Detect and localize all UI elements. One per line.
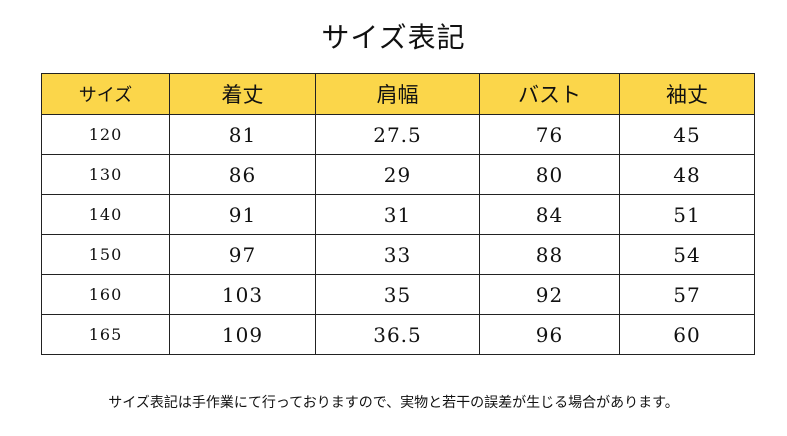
size-cell: 140 [41, 194, 170, 235]
table-row: 140 91 31 84 51 [41, 194, 755, 235]
bust-cell: 80 [479, 154, 620, 195]
column-header-length: 着丈 [169, 73, 316, 115]
size-cell: 150 [41, 234, 170, 275]
page-title: サイズ表記 [321, 21, 466, 54]
length-cell: 109 [169, 314, 316, 355]
bust-cell: 88 [479, 234, 620, 275]
size-chart-table: サイズ 着丈 肩幅 バスト 袖丈 120 81 27.5 76 45 130 8… [41, 73, 755, 355]
size-cell: 165 [41, 314, 170, 355]
shoulder-cell: 35 [315, 274, 480, 315]
disclaimer-note: サイズ表記は手作業にて行っておりますので、実物と若干の誤差が生じる場合があります… [108, 395, 679, 411]
sleeve-cell: 60 [619, 314, 755, 355]
table-row: 150 97 33 88 54 [41, 234, 755, 275]
table-row: 120 81 27.5 76 45 [41, 114, 755, 155]
table-row: 165 109 36.5 96 60 [41, 314, 755, 355]
bust-cell: 92 [479, 274, 620, 315]
length-cell: 86 [169, 154, 316, 195]
shoulder-cell: 36.5 [315, 314, 480, 355]
shoulder-cell: 27.5 [315, 114, 480, 155]
shoulder-cell: 29 [315, 154, 480, 195]
sleeve-cell: 57 [619, 274, 755, 315]
shoulder-cell: 31 [315, 194, 480, 235]
table-row: 130 86 29 80 48 [41, 154, 755, 195]
column-header-bust: バスト [479, 73, 620, 115]
bust-cell: 84 [479, 194, 620, 235]
size-cell: 160 [41, 274, 170, 315]
bust-cell: 76 [479, 114, 620, 155]
length-cell: 103 [169, 274, 316, 315]
length-cell: 97 [169, 234, 316, 275]
sleeve-cell: 48 [619, 154, 755, 195]
sleeve-cell: 54 [619, 234, 755, 275]
table-header-row: サイズ 着丈 肩幅 バスト 袖丈 [41, 73, 755, 115]
size-cell: 130 [41, 154, 170, 195]
length-cell: 81 [169, 114, 316, 155]
size-cell: 120 [41, 114, 170, 155]
bust-cell: 96 [479, 314, 620, 355]
sleeve-cell: 45 [619, 114, 755, 155]
length-cell: 91 [169, 194, 316, 235]
table-row: 160 103 35 92 57 [41, 274, 755, 315]
shoulder-cell: 33 [315, 234, 480, 275]
column-header-sleeve: 袖丈 [619, 73, 755, 115]
column-header-size: サイズ [41, 73, 170, 115]
sleeve-cell: 51 [619, 194, 755, 235]
column-header-shoulder: 肩幅 [315, 73, 480, 115]
